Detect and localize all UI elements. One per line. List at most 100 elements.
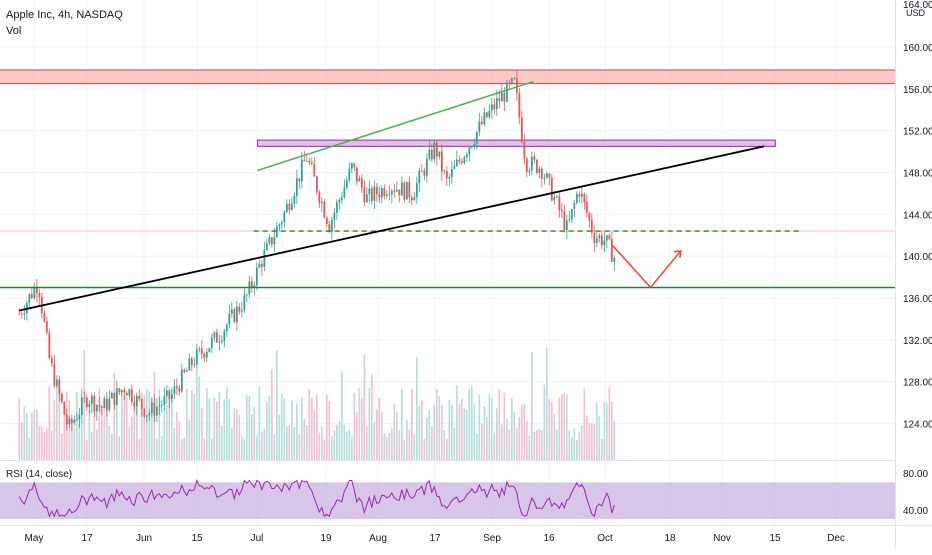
volume-bar: [338, 421, 341, 460]
volume-bar: [91, 431, 93, 460]
volume-bar: [151, 397, 153, 460]
candle-body: [198, 348, 201, 350]
candle-body: [503, 92, 506, 102]
volume-bar: [181, 438, 183, 460]
volume-bar: [71, 420, 73, 460]
volume-bar: [496, 408, 498, 460]
candle-body: [498, 98, 501, 102]
volume-bar: [176, 411, 178, 460]
candle-body: [520, 117, 523, 142]
candle-body: [155, 406, 158, 416]
volume-bar: [603, 402, 606, 460]
volume-bar: [313, 410, 316, 460]
volume-bar: [418, 406, 421, 460]
candle-body: [393, 190, 396, 192]
candle-body: [568, 219, 571, 221]
candle-body: [243, 294, 246, 311]
candle-body: [383, 188, 386, 196]
volume-bar: [413, 434, 416, 460]
drawings[interactable]: [0, 80, 895, 312]
volume-bar: [411, 389, 413, 460]
volume-bar: [73, 427, 76, 460]
candle-body: [440, 151, 443, 172]
candle-body: [33, 287, 36, 298]
candle-body: [528, 170, 531, 172]
volume-bar: [173, 427, 176, 460]
candle-body: [423, 170, 426, 176]
volume-bar: [258, 386, 261, 460]
volume-bar: [283, 398, 286, 460]
candle-body: [53, 363, 56, 386]
volume-bar: [423, 439, 426, 460]
candle-body: [500, 92, 503, 102]
candle-body: [30, 294, 33, 298]
volume-bar: [553, 413, 556, 460]
candle-body: [410, 197, 413, 201]
volume-bar: [53, 400, 56, 460]
rsi-tick-label: 80.00: [903, 469, 928, 480]
candle-body: [270, 237, 273, 245]
volume-bar: [323, 439, 326, 460]
candle-body: [420, 170, 423, 172]
volume-bar: [513, 411, 516, 460]
volume-bar: [421, 400, 423, 460]
candle-body: [560, 210, 563, 212]
candles: [18, 70, 616, 432]
volume-bar: [121, 389, 123, 460]
y-tick-label: 156.00: [903, 85, 932, 96]
candle-body: [78, 414, 81, 420]
x-tick-label: May: [25, 533, 44, 544]
candle-body: [373, 186, 376, 201]
x-tick-label: Jun: [136, 533, 152, 544]
candle-body: [540, 168, 543, 179]
candle-body: [133, 401, 136, 407]
volume-bar: [223, 399, 226, 460]
volume-bar: [248, 395, 251, 460]
currency-badge[interactable]: USD: [904, 8, 928, 18]
volume-bar: [148, 391, 151, 460]
candle-body: [235, 306, 238, 323]
volume-bar: [131, 416, 133, 460]
candle-body: [428, 149, 431, 159]
candle-body: [610, 239, 613, 262]
volume-bar: [448, 399, 451, 460]
volume-bar: [278, 414, 281, 460]
volume-bar: [63, 402, 66, 460]
candle-body: [478, 121, 481, 133]
candle-body: [128, 389, 131, 396]
candle-body: [403, 182, 406, 200]
candle-body: [350, 163, 353, 169]
volume-bar: [193, 393, 196, 460]
volume-bar: [578, 431, 581, 460]
candle-body: [293, 195, 296, 204]
candle-body: [385, 194, 388, 196]
candle-body: [388, 194, 391, 196]
y-tick-label: 144.00: [903, 210, 932, 221]
candle-body: [315, 176, 318, 193]
candle-body: [138, 395, 141, 400]
candle-body: [553, 196, 556, 201]
volume-bar: [228, 399, 231, 460]
volume-bar: [253, 407, 256, 460]
candle-body: [73, 419, 76, 424]
volume-bar: [336, 424, 338, 460]
candle-body: [278, 224, 281, 227]
candle-body: [368, 188, 371, 195]
volume-bar: [291, 400, 293, 460]
volume-bar: [456, 385, 458, 460]
candle-body: [580, 193, 583, 197]
volume-bar: [431, 426, 433, 460]
volume-bar: [123, 394, 126, 460]
candle-body: [598, 235, 601, 239]
y-tick-label: 128.00: [903, 378, 932, 389]
candle-body: [143, 408, 146, 417]
candle-body: [375, 186, 378, 195]
volume-bar: [391, 428, 393, 460]
candle-body: [470, 146, 473, 148]
y-tick-label: 152.00: [903, 127, 932, 138]
volume-bar: [478, 395, 481, 460]
volume-bar: [28, 437, 31, 460]
candle-body: [358, 178, 361, 182]
